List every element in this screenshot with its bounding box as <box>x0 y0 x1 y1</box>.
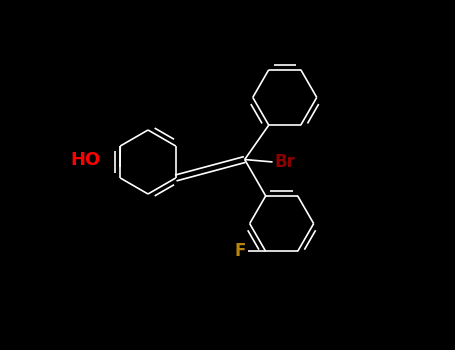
Text: HO: HO <box>71 151 101 169</box>
Text: F: F <box>234 242 246 260</box>
Text: Br: Br <box>274 153 295 171</box>
